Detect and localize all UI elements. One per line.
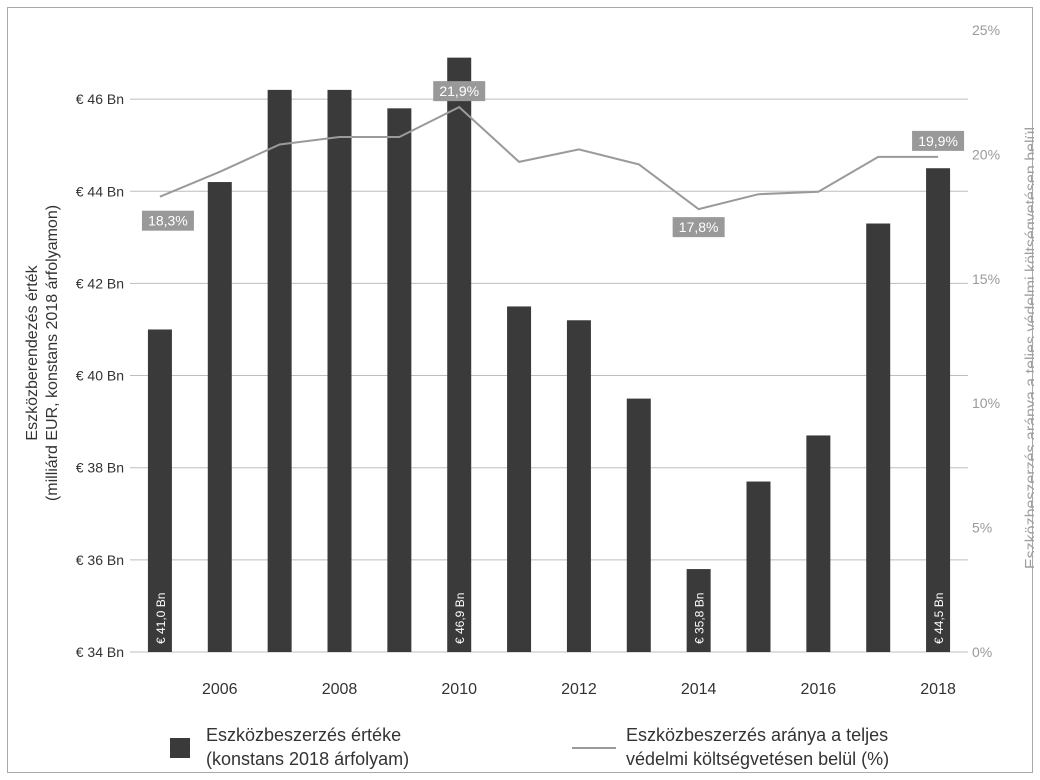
legend-line-swatch	[572, 747, 616, 749]
chart-frame: € 41,0 Bn € 46,9 Bn € 35,8 Bn € 44,5 Bn 18,3…	[7, 7, 1034, 773]
y-right-tick-label: 25%	[972, 22, 1000, 38]
y-right-tick-label: 5%	[972, 520, 992, 536]
percent-data-label: 21,9%	[439, 83, 479, 99]
x-tick-label: 2018	[920, 681, 956, 698]
line-path	[159, 105, 939, 211]
bar	[686, 569, 711, 652]
percent-label-box	[433, 81, 486, 102]
y-left-tick-label: € 44 Bn	[76, 183, 124, 199]
bar	[387, 108, 412, 652]
y-left-tick-label: € 38 Bn	[76, 460, 124, 476]
left-axis-title-line1: Eszközberendezés érték	[24, 264, 41, 440]
chart: € 41,0 Bn € 46,9 Bn € 35,8 Bn € 44,5 Bn 18,3…	[24, 22, 1034, 698]
bar	[566, 320, 591, 652]
y-left-tick-label: € 46 Bn	[76, 91, 124, 107]
x-tick-label: 2008	[322, 681, 358, 698]
y-left-tick-label: € 34 Bn	[76, 644, 124, 660]
y-right-tick-label: 0%	[972, 644, 992, 660]
left-axis-title-line2: (milliárd EUR, konstans 2018 árfolyamon)	[44, 205, 61, 501]
bar-data-label: € 41,0 Bn	[154, 593, 168, 644]
x-tick-label: 2016	[801, 681, 837, 698]
percent-label-box	[672, 217, 725, 238]
gridlines	[130, 98, 968, 653]
bar-data-label: € 44,5 Bn	[932, 593, 946, 644]
bar	[447, 57, 472, 652]
x-tick-label: 2012	[561, 681, 597, 698]
y-right-tick-label: 15%	[972, 271, 1000, 287]
bar	[147, 329, 172, 652]
bar-data-label: € 35,8 Bn	[693, 593, 707, 644]
bar	[806, 435, 831, 652]
percent-data-label: 17,8%	[679, 219, 719, 235]
axis-ticks: € 34 Bn € 36 Bn € 38 Bn € 40 Bn € 42 Bn € 44 …	[76, 22, 1000, 698]
y-left-tick-label: € 42 Bn	[76, 275, 124, 291]
legend-bar-swatch	[170, 738, 190, 758]
y-left-tick-label: € 40 Bn	[76, 368, 124, 384]
percent-data-label: 18,3%	[148, 213, 188, 229]
line-series	[159, 105, 939, 211]
x-tick-label: 2010	[441, 681, 477, 698]
percent-label-box	[141, 210, 194, 231]
data-labels: € 41,0 Bn € 46,9 Bn € 35,8 Bn € 44,5 Bn 18,3…	[141, 81, 965, 644]
y-right-tick-label: 20%	[972, 146, 1000, 162]
bar-series	[147, 57, 951, 653]
percent-data-label: 19,9%	[918, 133, 958, 149]
bar	[507, 306, 532, 652]
bar	[327, 89, 352, 652]
bar	[746, 481, 771, 652]
right-axis-title: Eszközbeszerzés aránya a teljes védelmi …	[1023, 127, 1034, 569]
legend-line-label: Eszközbeszerzés aránya a teljes védelmi …	[626, 725, 890, 769]
bar	[207, 182, 232, 653]
bar	[267, 89, 292, 652]
x-tick-label: 2006	[202, 681, 238, 698]
bar	[626, 398, 651, 652]
bar-data-label: € 46,9 Bn	[453, 593, 467, 644]
x-tick-label: 2014	[681, 681, 717, 698]
bar	[926, 168, 951, 652]
bar	[866, 223, 891, 652]
y-left-tick-label: € 36 Bn	[76, 552, 124, 568]
legend-bar-label: Eszközbeszerzés értéke (konstans 2018 ár…	[206, 725, 410, 769]
y-right-tick-label: 10%	[972, 395, 1000, 411]
percent-label-box	[912, 130, 965, 151]
